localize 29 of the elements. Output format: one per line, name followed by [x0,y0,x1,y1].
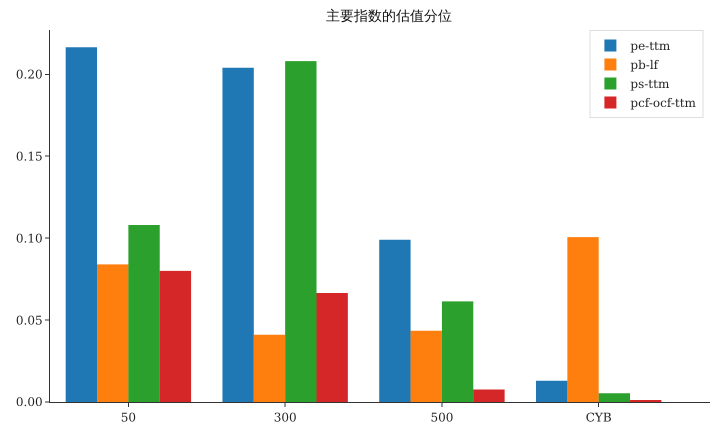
chart-title: 主要指数的估值分位 [326,8,452,25]
bar [316,293,348,402]
bar [598,393,630,402]
x-tick-label: 300 [274,410,297,424]
x-tick-label: 500 [430,410,454,424]
bar [473,390,505,402]
y-tick-label: 0.05 [16,313,43,328]
legend-label: pe-ttm [630,39,671,54]
bar [567,237,599,402]
x-tick-label: 50 [120,410,136,424]
legend-label: pb-lf [630,58,660,72]
bar [379,240,411,402]
bar [222,68,254,402]
y-tick-label: 0.10 [16,231,43,246]
y-tick-label: 0.00 [16,395,43,410]
bar [410,330,442,402]
bar [66,47,98,402]
bar [285,61,317,402]
bar [97,264,128,402]
bar [536,380,568,402]
bar [128,225,160,402]
bar [160,270,192,402]
x-tick-label: CYB [586,410,612,424]
legend-label: ps-ttm [630,77,670,92]
bar [254,334,286,402]
bar [442,301,474,402]
y-tick-label: 0.15 [16,149,43,164]
legend-label: pcf-ocf-ttm [630,96,697,110]
y-tick-label: 0.20 [16,67,43,82]
